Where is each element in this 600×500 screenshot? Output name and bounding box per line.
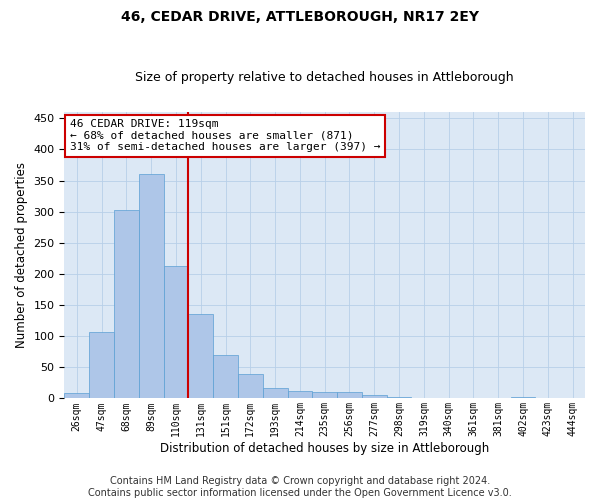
Bar <box>188 314 213 398</box>
Bar <box>511 396 535 398</box>
Bar <box>386 397 412 398</box>
Bar <box>139 174 164 398</box>
Bar <box>114 210 139 398</box>
Y-axis label: Number of detached properties: Number of detached properties <box>15 162 28 348</box>
Bar <box>89 332 114 398</box>
Title: Size of property relative to detached houses in Attleborough: Size of property relative to detached ho… <box>136 72 514 85</box>
Bar <box>238 374 263 398</box>
Bar <box>64 394 89 398</box>
Text: Contains HM Land Registry data © Crown copyright and database right 2024.
Contai: Contains HM Land Registry data © Crown c… <box>88 476 512 498</box>
Bar <box>362 396 386 398</box>
Text: 46 CEDAR DRIVE: 119sqm
← 68% of detached houses are smaller (871)
31% of semi-de: 46 CEDAR DRIVE: 119sqm ← 68% of detached… <box>70 119 380 152</box>
Bar <box>287 391 313 398</box>
Bar <box>164 266 188 398</box>
Bar <box>263 388 287 398</box>
Text: 46, CEDAR DRIVE, ATTLEBOROUGH, NR17 2EY: 46, CEDAR DRIVE, ATTLEBOROUGH, NR17 2EY <box>121 10 479 24</box>
Bar <box>337 392 362 398</box>
X-axis label: Distribution of detached houses by size in Attleborough: Distribution of detached houses by size … <box>160 442 490 455</box>
Bar <box>213 355 238 399</box>
Bar <box>313 392 337 398</box>
